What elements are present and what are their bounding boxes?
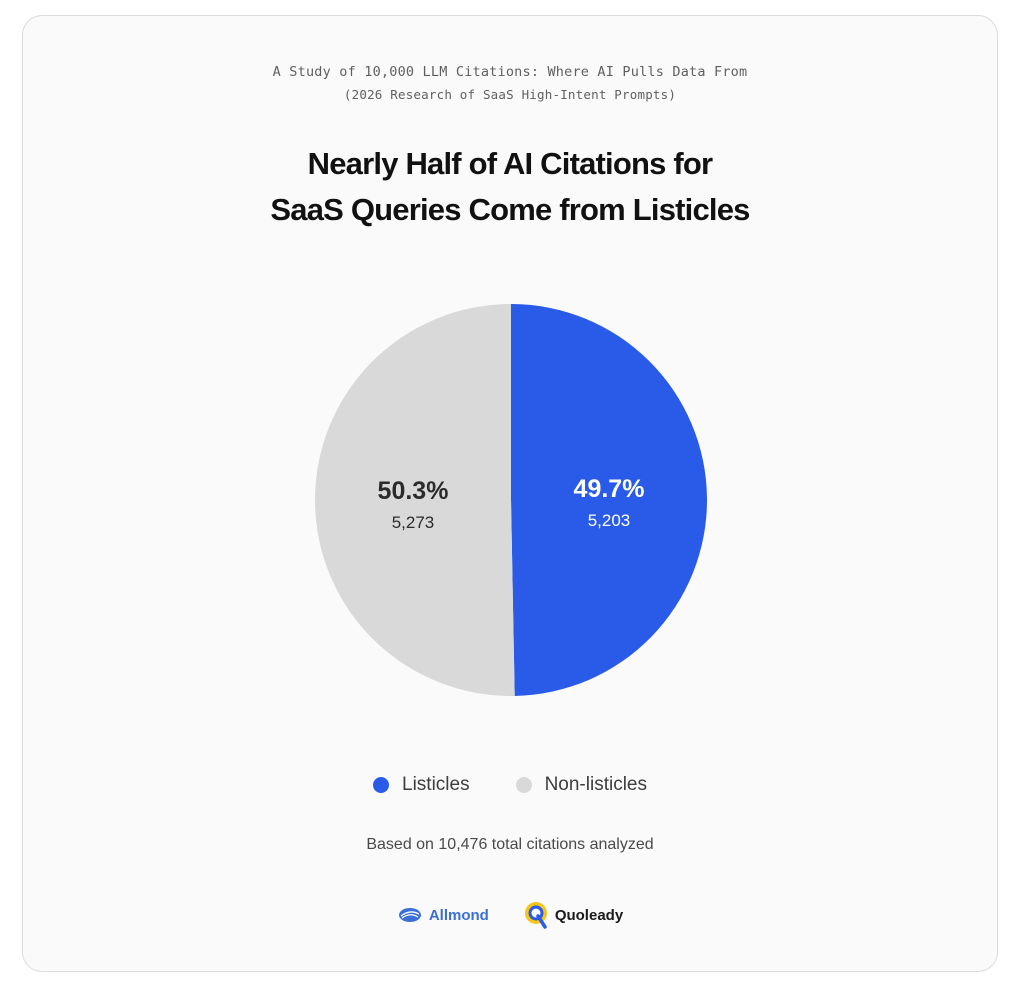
quoleady-icon (524, 902, 547, 929)
legend-item-non-listicles: Non-listicles (515, 774, 647, 796)
research-subtitle: (2026 Research of SaaS High-Intent Promp… (343, 87, 677, 102)
quoleady-logo-text: Quoleady (554, 906, 624, 924)
legend-label-non-listicles: Non-listicles (544, 774, 647, 795)
allmond-logo: Allmond (397, 906, 489, 924)
slice-count-label: 5,273 (392, 513, 435, 532)
brand-logos: Allmond Quoleady (23, 900, 997, 930)
quoleady-logo: Quoleady (523, 900, 623, 930)
chart-card: A Study of 10,000 LLM Citations: Where A… (22, 15, 998, 972)
allmond-icon (398, 908, 421, 922)
slice-percent-label: 50.3% (378, 477, 449, 505)
legend-swatch-listicles (373, 777, 389, 793)
allmond-logo-text: Allmond (428, 906, 489, 924)
pie-slice-listicles (511, 304, 708, 696)
legend-label-listicles: Listicles (402, 774, 470, 795)
chart-legend: Listicles Non-listicles (23, 774, 997, 796)
study-subtitle: A Study of 10,000 LLM Citations: Where A… (272, 64, 748, 80)
slice-percent-label: 49.7% (574, 475, 645, 503)
chart-title-line1: Nearly Half of AI Citations for (307, 146, 713, 181)
pie-chart: 49.7% 5,203 50.3% 5,273 (315, 304, 708, 697)
legend-swatch-non-listicles (515, 777, 532, 793)
chart-title-line2: SaaS Queries Come from Listicles (270, 192, 750, 227)
total-citations-note: Based on 10,476 total citations analyzed (366, 836, 654, 853)
legend-item-listicles: Listicles (373, 774, 470, 796)
slice-count-label: 5,203 (588, 511, 631, 530)
pie-slice-non-listicles (315, 304, 515, 697)
